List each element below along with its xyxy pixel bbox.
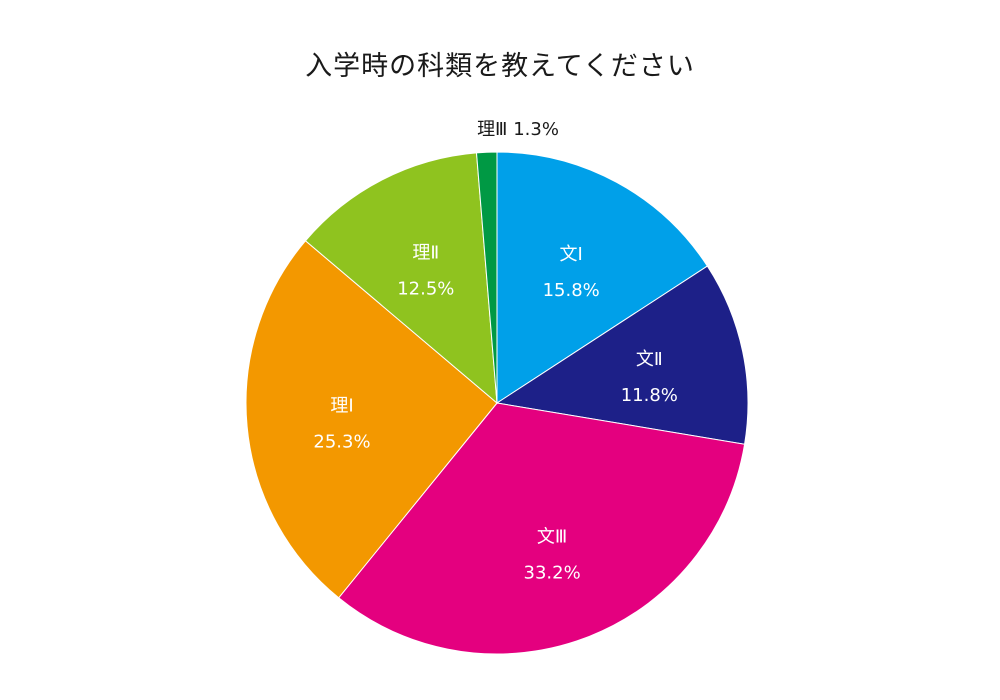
pie-slice-4 — [304, 152, 498, 405]
pie-slice-5 — [475, 151, 498, 404]
pie-labels: 文Ⅰ 15.8% 文Ⅱ 11.8% 文Ⅲ 33.2% 理Ⅰ 25.3% 理Ⅱ 12.5% 理Ⅲ 1.… — [313, 119, 677, 584]
pie-slice-3 — [245, 240, 498, 599]
slice-name-label-3: 理Ⅰ — [330, 395, 353, 416]
slice-name-label-4: 理Ⅱ — [412, 243, 439, 264]
chart-title: 入学時の科類を教えてください — [305, 51, 695, 82]
slice-value-label-4: 12.5% — [397, 279, 454, 300]
slice-value-label-1: 11.8% — [621, 385, 678, 406]
pie-slice-1 — [495, 265, 749, 445]
slice-name-label-1: 文Ⅱ — [636, 349, 663, 370]
slice-value-label-0: 15.8% — [543, 280, 600, 301]
slice-name-label-0: 文Ⅰ — [560, 244, 583, 265]
slice-value-label-2: 33.2% — [524, 563, 581, 584]
slice-outside-label-5: 理Ⅲ 1.3% — [477, 119, 559, 140]
slice-value-label-3: 25.3% — [313, 431, 370, 452]
pie-slice-0 — [496, 151, 709, 404]
slice-name-label-2: 文Ⅲ — [537, 527, 567, 548]
pie-slice-2 — [337, 402, 746, 655]
pie-slices — [245, 151, 749, 655]
